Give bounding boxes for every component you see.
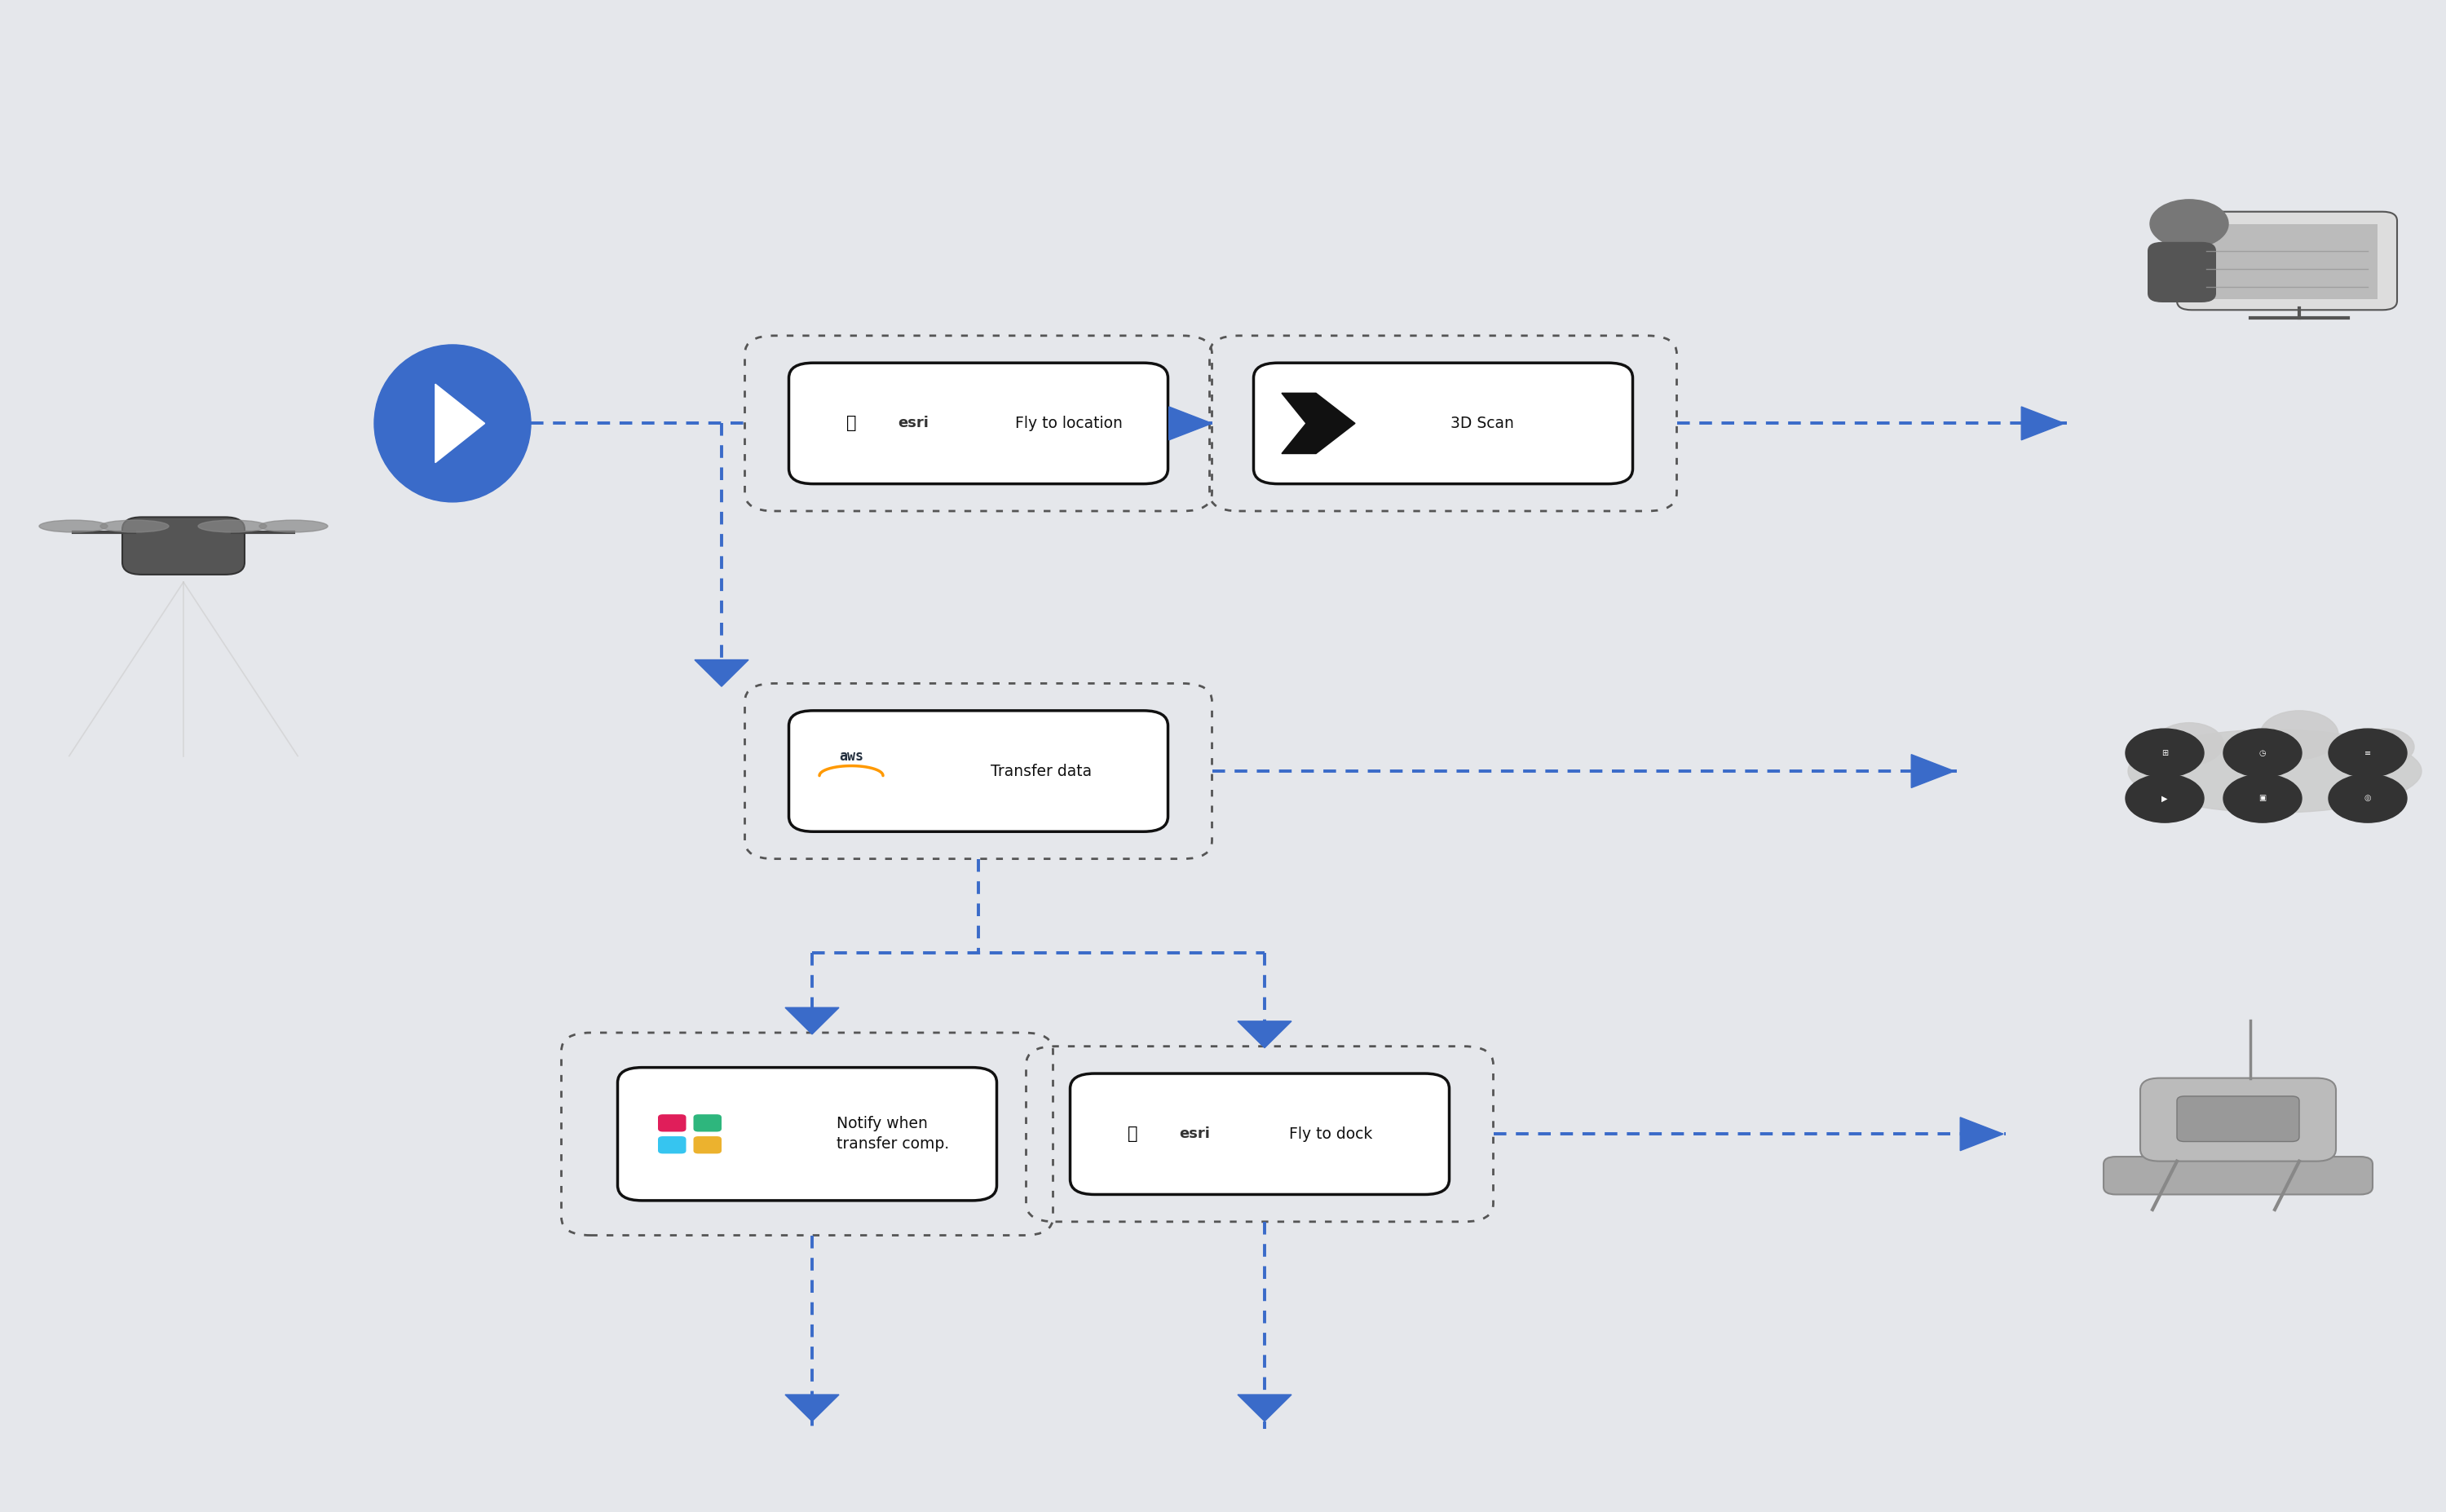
FancyBboxPatch shape [788,711,1169,832]
Text: 🌐: 🌐 [846,416,856,431]
Polygon shape [2020,407,2064,440]
Text: 🌐: 🌐 [1128,1126,1137,1142]
FancyBboxPatch shape [1071,1074,1448,1194]
FancyBboxPatch shape [2177,212,2397,310]
Circle shape [2150,200,2228,248]
Circle shape [2223,774,2302,823]
FancyBboxPatch shape [695,1137,722,1154]
Text: esri: esri [898,416,929,431]
Text: ◷: ◷ [2260,748,2265,758]
FancyBboxPatch shape [2140,1078,2336,1161]
FancyBboxPatch shape [658,1114,685,1131]
Polygon shape [785,1007,839,1034]
Text: ▶: ▶ [2162,794,2167,803]
FancyBboxPatch shape [1252,363,1634,484]
Text: ⊞: ⊞ [2162,748,2167,758]
Text: Notify when
transfer comp.: Notify when transfer comp. [837,1116,949,1152]
Polygon shape [1238,1394,1291,1421]
FancyBboxPatch shape [788,363,1169,484]
Ellipse shape [100,520,169,532]
FancyBboxPatch shape [658,1137,685,1154]
FancyBboxPatch shape [2197,224,2378,299]
Text: ≡: ≡ [2365,748,2370,758]
Text: esri: esri [1179,1126,1211,1142]
Polygon shape [1959,1117,2003,1151]
Circle shape [2260,711,2338,759]
FancyBboxPatch shape [2177,1096,2299,1142]
Circle shape [2126,774,2204,823]
Ellipse shape [198,520,267,532]
Ellipse shape [39,520,108,532]
Text: ▣: ▣ [2258,794,2267,803]
Polygon shape [1169,407,1211,440]
Ellipse shape [2128,730,2422,813]
Text: Transfer data: Transfer data [991,764,1091,779]
Ellipse shape [259,520,328,532]
Text: 3D Scan: 3D Scan [1450,416,1514,431]
Text: ◎: ◎ [2365,794,2370,803]
Circle shape [2329,774,2407,823]
Polygon shape [1910,754,1954,788]
Polygon shape [695,659,748,686]
Text: aws: aws [839,748,863,764]
Polygon shape [1238,1021,1291,1048]
Circle shape [2329,729,2407,777]
Polygon shape [435,384,484,463]
Polygon shape [1282,393,1355,454]
Circle shape [2355,729,2414,765]
Text: Fly to dock: Fly to dock [1289,1126,1372,1142]
Circle shape [2126,729,2204,777]
FancyBboxPatch shape [616,1067,998,1201]
FancyBboxPatch shape [695,1114,722,1131]
Circle shape [2223,729,2302,777]
Text: Fly to location: Fly to location [1015,416,1123,431]
Ellipse shape [374,345,531,502]
FancyBboxPatch shape [2104,1157,2373,1194]
FancyBboxPatch shape [122,517,245,575]
Polygon shape [785,1394,839,1421]
FancyBboxPatch shape [2148,242,2216,302]
Circle shape [2155,723,2223,765]
